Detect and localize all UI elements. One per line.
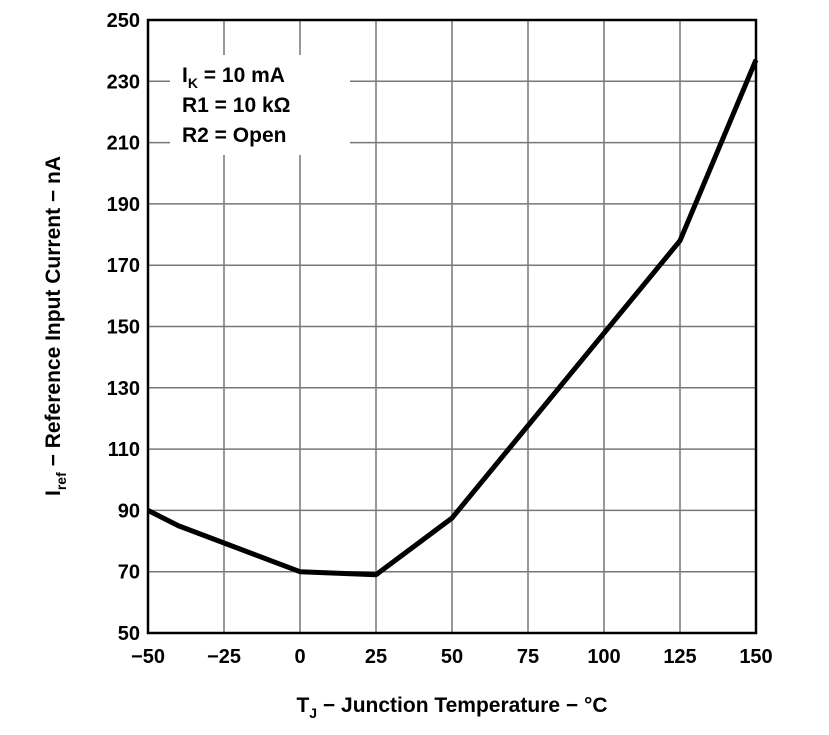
annotation-line: R2 = Open [182,124,286,147]
y-tick-label: 210 [107,133,140,155]
annotation-background [170,55,350,155]
x-tick-label: 100 [587,646,620,668]
y-tick-label: 90 [118,500,140,522]
series [146,58,759,578]
y-tick-label: 110 [108,439,140,461]
x-axis-label: TJ − Junction Temperature − °C [296,694,607,721]
x-tick-label: 0 [294,646,305,668]
y-tick-label: 250 [107,10,140,32]
x-tick-label: 150 [739,646,772,668]
y-tick-label: 50 [118,623,140,645]
y-tick-label: 190 [107,194,140,216]
x-tick-label: 25 [365,646,387,668]
annotations: IK = 10 mA R1 = 10 kΩ R2 = Open [182,64,291,147]
y-tick-label: 130 [107,378,140,400]
y-tick-label: 170 [107,255,140,277]
x-tick-label: 50 [441,646,463,668]
grid [147,19,757,634]
x-tick-label: −50 [131,646,165,668]
y-tick-label: 70 [118,562,140,584]
x-tick-label: −25 [207,646,241,668]
x-tick-label: 75 [517,646,539,668]
y-tick-label: 150 [107,317,140,339]
tick-labels: −50 −25 0 25 50 75 100 125 150 50 70 90 110 130 150 170… [107,10,773,668]
y-axis-label: Iref − Reference Input Current − nA [42,156,69,496]
annotation-line: IK = 10 mA [182,64,285,91]
x-tick-label: 125 [663,646,696,668]
series-line [146,58,759,578]
annotation-line: R1 = 10 kΩ [182,94,291,117]
y-tick-label: 230 [107,71,140,93]
plot-frame [146,18,758,635]
